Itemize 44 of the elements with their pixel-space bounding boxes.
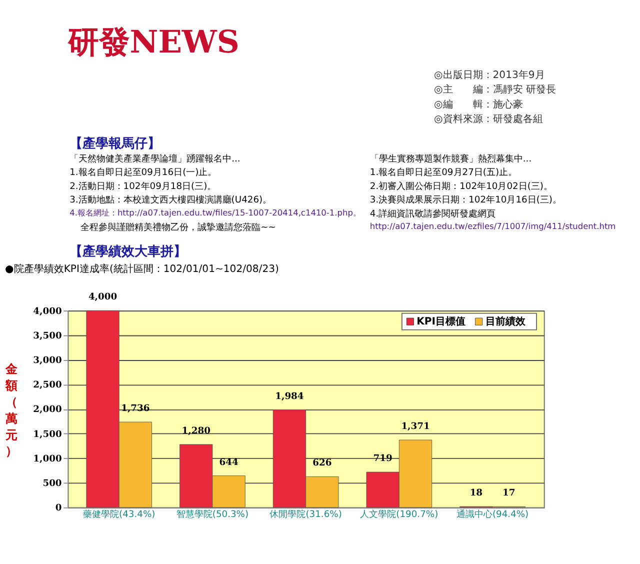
y-tick-label: 3,500	[33, 330, 62, 342]
text: http://a07.tajen.edu.tw/ezfiles/7/1007/img/411/student.htm	[370, 221, 616, 232]
legend-label: 目前績效	[485, 315, 526, 328]
text: 18	[470, 488, 483, 499]
y-tick-label: 2,500	[33, 380, 62, 391]
x-tick-label: 智慧學院(50.3%)	[176, 509, 249, 520]
y-tick-label: 1,000	[33, 453, 62, 464]
x-tick-label: 休閒學院(31.6%)	[270, 509, 342, 520]
text: 2.活動日期：102年09月18日(三)。	[70, 180, 216, 192]
text: 17	[502, 488, 516, 499]
y-axis-title: 金額（萬元）	[4, 362, 18, 458]
text: ◎編 輯：施心豪	[434, 98, 523, 110]
y-tick-label: 3,000	[33, 355, 62, 366]
x-tick-label: 人文學院(190.7%)	[360, 509, 438, 520]
x-tick-label: 藥健學院(43.4%)	[83, 509, 156, 520]
text: 「學生實務專題製作競賽」熱烈幕集中...	[370, 153, 532, 164]
chart-title: 研發NEWS	[66, 24, 240, 60]
y-tick-label: 0	[55, 502, 62, 514]
text: 1.報名自即日起至09月16日(一)止。	[70, 167, 217, 178]
y-tick-label: 500	[42, 478, 62, 490]
y-tick-label: 4,000	[33, 306, 62, 317]
text: ◎出版日期：2013年9月	[434, 69, 545, 82]
chart-subtitle: ●院產學績效KPI達成率(統計區間：102/01/01~102/08/23)	[5, 263, 279, 276]
text: 4,000	[88, 292, 118, 303]
text: 1,371	[401, 420, 430, 432]
text: 全程參與謹贈精美禮物乙份，誠摯邀請您蒞臨~~	[80, 222, 276, 234]
text: 1,984	[275, 390, 304, 402]
text: 644	[219, 456, 238, 468]
text: 【產學績效大車拼】	[70, 244, 187, 260]
text: 【產學報馬仔】	[70, 136, 161, 152]
y-tick-label: 1,500	[33, 428, 62, 440]
text: 「天然物健美產業產學論壇」踴躍報名中...	[70, 153, 240, 164]
text: ◎資料來源：研發處各組	[434, 112, 543, 125]
text: 2.初審入圍公佈日期：102年10月02日(三)。	[370, 180, 552, 192]
text: 4.報名網址：http://a07.tajen.edu.tw/files/15-1007-20414,c1410-1.php。	[70, 207, 361, 218]
text: ◎主 編：馮靜安 研發長	[434, 84, 556, 96]
text: 626	[312, 458, 332, 469]
x-tick-label: 通識中心(94.4%)	[456, 509, 529, 520]
text: 3.決賽與成果展示日期：102年10月16日(三)。	[370, 194, 562, 206]
text: 4.詳細資訊敬請參閱研發處網頁	[370, 208, 496, 220]
text: 1.報名自即日起至09月27日(五)止。	[370, 167, 518, 178]
legend-label: KPI目標值	[416, 315, 466, 328]
text: 3.活動地點：本校達文西大樓四樓演講廳(U426)。	[70, 194, 272, 206]
y-tick-label: 2,000	[33, 404, 62, 416]
